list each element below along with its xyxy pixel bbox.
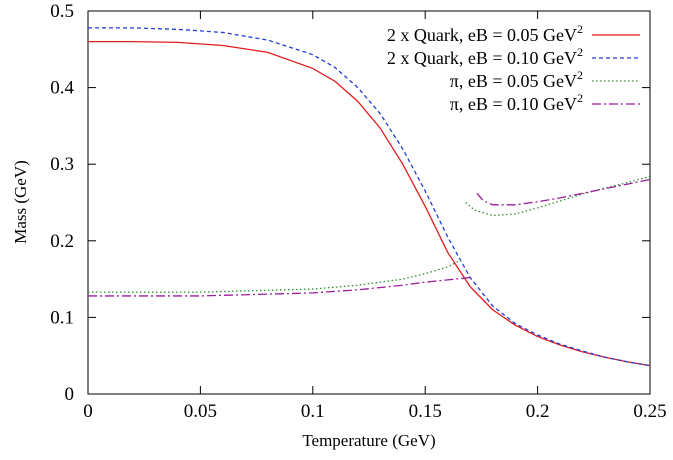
- y-tick-label: 0.2: [50, 231, 74, 252]
- legend-label-2: 2 x Quark, eB = 0.10 GeV2: [387, 45, 583, 68]
- series-line-4: [88, 276, 471, 297]
- series-lines: [88, 27, 651, 367]
- legend-label-superscript: 2: [577, 91, 583, 105]
- x-tick-label: 0.1: [301, 401, 325, 422]
- series-line-2: [88, 27, 651, 367]
- legend-label-3: π, eB = 0.05 GeV2: [450, 68, 583, 91]
- y-axis-title: Mass (GeV): [11, 160, 30, 244]
- legend-label-1: 2 x Quark, eB = 0.05 GeV2: [387, 22, 583, 45]
- x-tick-label: 0.25: [633, 401, 666, 422]
- legend-label-superscript: 2: [577, 68, 583, 82]
- legend-label-superscript: 2: [577, 45, 583, 59]
- x-axis-title: Temperature (GeV): [302, 431, 435, 450]
- y-tick-label: 0: [65, 384, 75, 405]
- tick-marks: [87, 10, 651, 395]
- legend-label-text: 2 x Quark, eB = 0.05 GeV: [387, 25, 577, 45]
- series-line-3: [465, 175, 651, 217]
- plot-frame: [87, 10, 651, 395]
- series-line-4: [476, 178, 651, 206]
- legend-label-superscript: 2: [577, 22, 583, 36]
- y-tick-label: 0.3: [50, 154, 74, 175]
- legend-label-text: 2 x Quark, eB = 0.10 GeV: [387, 48, 577, 68]
- legend-label-4: π, eB = 0.10 GeV2: [450, 91, 583, 114]
- y-tick-label: 0.5: [50, 1, 74, 22]
- series-line-1: [88, 40, 651, 367]
- legend-label-text: π, eB = 0.10 GeV: [450, 94, 577, 114]
- x-tick-label: 0.2: [526, 401, 550, 422]
- x-tick-label: 0.15: [409, 401, 442, 422]
- y-tick-label: 0.1: [50, 307, 74, 328]
- y-tick-label: 0.4: [50, 78, 74, 99]
- tick-labels: 0 0.05 0.1 0.15 0.2 0.25 0 0.1 0.2 0.3 0.4 0.5: [50, 1, 666, 422]
- legend-label-text: π, eB = 0.05 GeV: [450, 71, 577, 91]
- series-line-3: [88, 259, 462, 293]
- x-tick-label: 0.05: [184, 401, 217, 422]
- x-tick-label: 0: [83, 401, 93, 422]
